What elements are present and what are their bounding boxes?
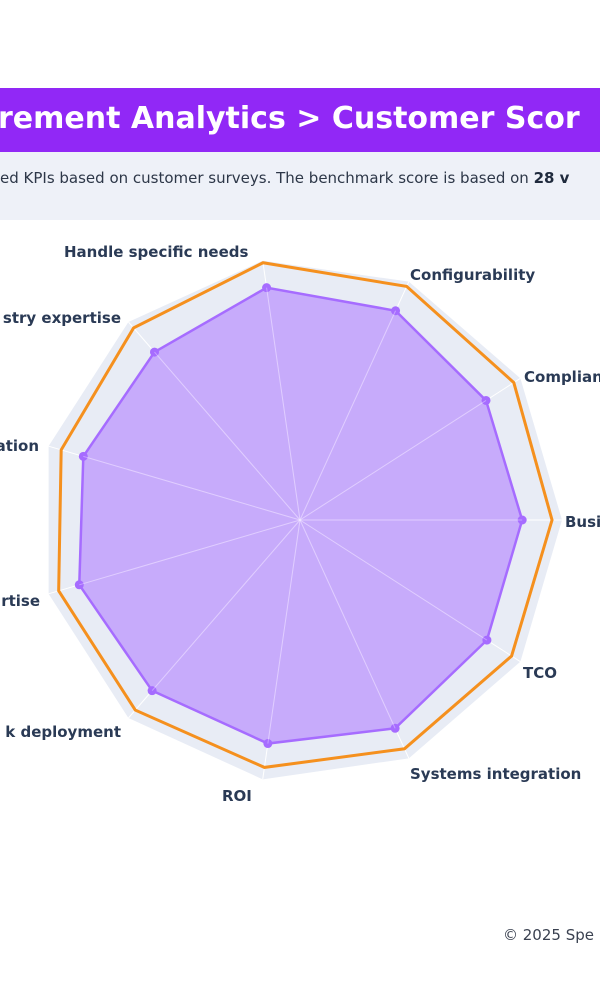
- radar-spoke-overlay: [267, 519, 301, 744]
- benchmark-line: [57, 261, 554, 769]
- customer-score-point[interactable]: [263, 739, 273, 749]
- title-bar: rement Analytics > Customer Scor: [0, 88, 600, 152]
- axis-label-handle-specific-needs: Handle specific needs: [64, 243, 248, 261]
- radar-spoke-overlay: [83, 455, 301, 521]
- radar-spoke-overlay: [79, 519, 301, 586]
- radar-spoke-overlay: [151, 519, 301, 692]
- axis-label-configurability: Configurability: [410, 266, 535, 284]
- radar-spoke-overlay: [154, 351, 301, 521]
- axis-label-quick-deployment: k deployment: [5, 723, 121, 741]
- customer-score-point[interactable]: [262, 283, 272, 293]
- axis-label-roi: ROI: [222, 787, 252, 805]
- subtitle-text: ed KPIs based on customer surveys. The b…: [0, 169, 534, 187]
- axis-label-industry-expertise: stry expertise: [3, 309, 121, 327]
- radar-series: [57, 261, 554, 769]
- page-title: rement Analytics > Customer Scor: [0, 101, 580, 136]
- customer-score-point[interactable]: [481, 395, 491, 405]
- customer-score-point[interactable]: [147, 686, 157, 696]
- customer-score-point[interactable]: [517, 515, 527, 525]
- customer-score-point[interactable]: [150, 347, 160, 357]
- subtitle: ed KPIs based on customer surveys. The b…: [0, 169, 569, 187]
- subtitle-bold: 28 v: [533, 169, 570, 187]
- footer-copyright: © 2025 Spe: [503, 926, 594, 944]
- axis-label-expertise: rtise: [1, 592, 40, 610]
- customer-score-point[interactable]: [78, 451, 88, 461]
- axis-label-systems-integration: Systems integration: [410, 765, 581, 783]
- radar-spoke-overlay: [299, 519, 396, 729]
- subtitle-bar: ed KPIs based on customer surveys. The b…: [0, 152, 600, 220]
- axis-label-tco: TCO: [523, 664, 557, 682]
- customer-score-point[interactable]: [391, 306, 401, 316]
- customer-score-point[interactable]: [482, 635, 492, 645]
- radar-spoke-overlay: [266, 287, 301, 521]
- customer-score-point[interactable]: [74, 580, 84, 590]
- radar-spoke-overlay: [299, 400, 487, 521]
- radar-spoke-overlay: [299, 310, 397, 521]
- customer-score-point[interactable]: [390, 723, 400, 733]
- radar-spoke-overlay: [299, 519, 488, 641]
- axis-label-implementation: ation: [0, 437, 39, 455]
- axis-label-business: Busi: [565, 513, 600, 531]
- customer-score-area: [78, 286, 524, 745]
- axis-label-compliance: Complian: [524, 368, 600, 386]
